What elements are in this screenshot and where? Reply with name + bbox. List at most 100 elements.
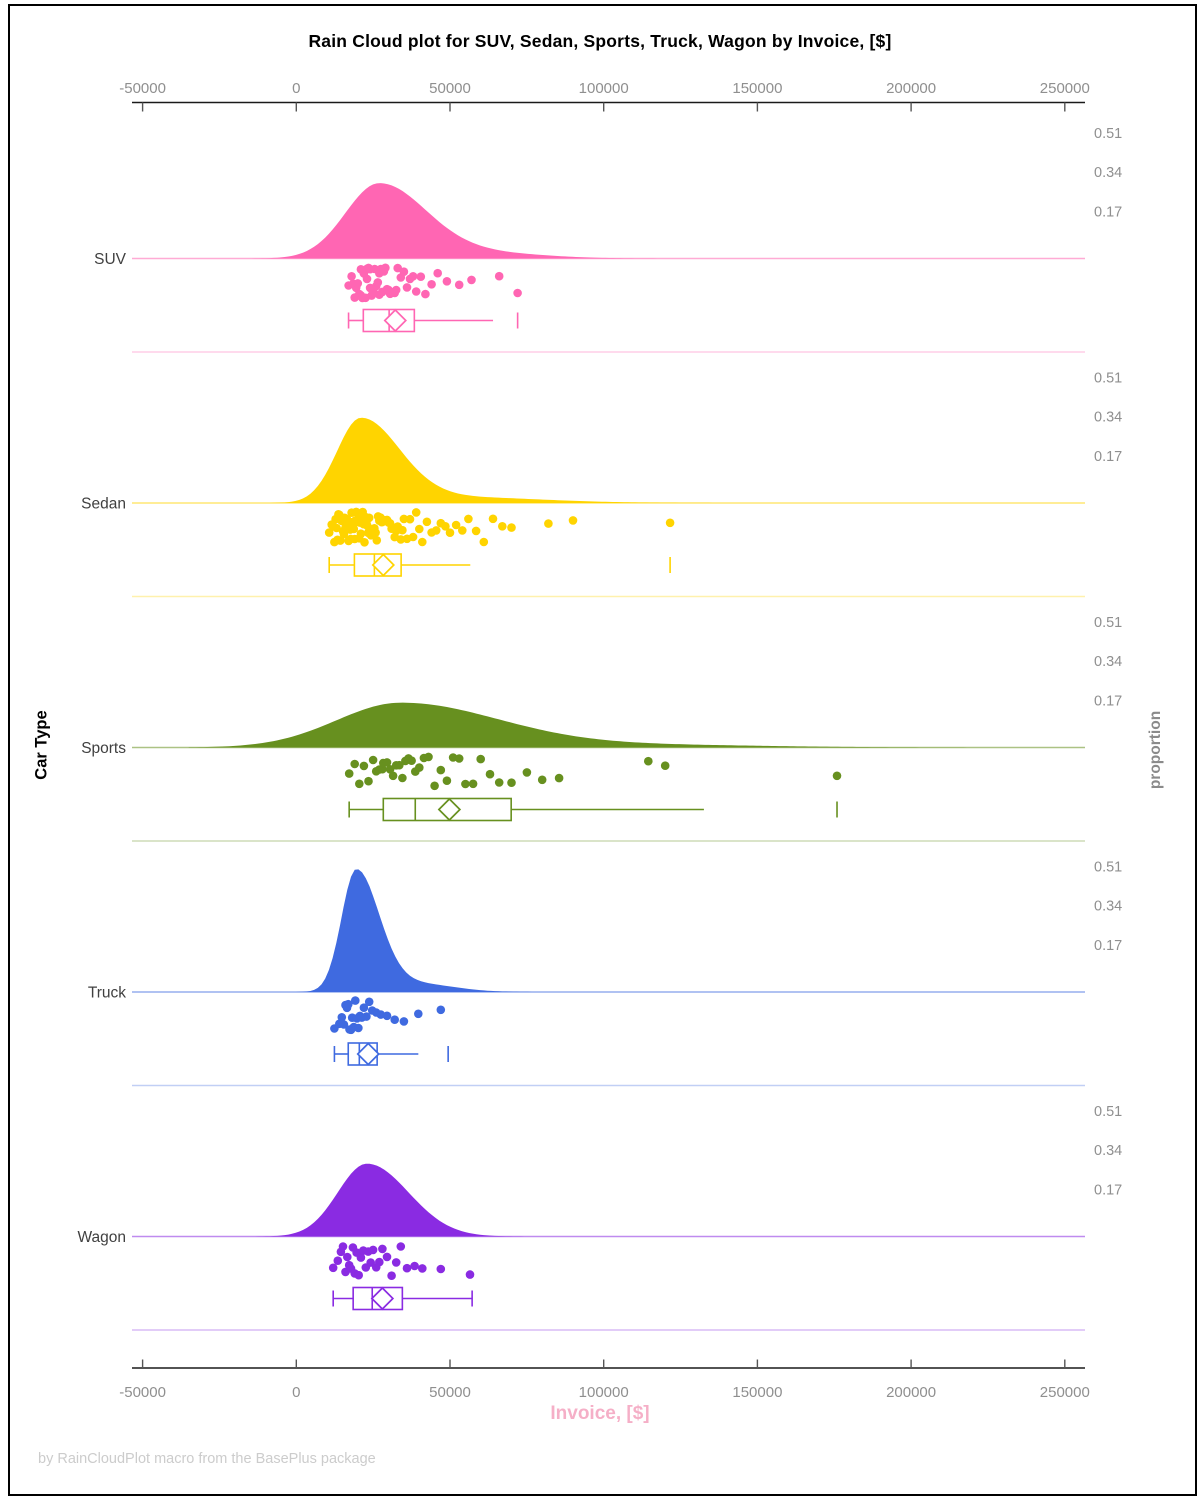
scatter-point — [324, 528, 334, 537]
scatter-point — [336, 536, 345, 545]
scatter-point — [458, 526, 467, 535]
scatter-point — [402, 283, 412, 292]
proportion-tick-label: 0.17 — [1094, 204, 1122, 220]
scatter-point — [339, 1020, 349, 1029]
mean-diamond — [437, 797, 462, 822]
scatter-point — [343, 1252, 352, 1262]
scatter-point — [332, 523, 341, 533]
scatter-point — [471, 526, 481, 536]
scatter-point — [373, 278, 383, 287]
scatter-point — [544, 519, 553, 528]
scatter-point — [344, 999, 353, 1009]
proportion-tick-label: 0.34 — [1094, 899, 1122, 915]
proportion-tick-label: 0.51 — [1094, 370, 1122, 386]
scatter-point — [660, 761, 670, 770]
scatter-point — [360, 538, 369, 547]
scatter-point — [382, 758, 392, 767]
scatter-point — [665, 518, 675, 528]
scatter-point — [391, 285, 401, 295]
scatter-point — [328, 1263, 338, 1273]
x-tick-label: 0 — [292, 80, 300, 97]
scatter-point — [507, 778, 516, 787]
proportion-tick-label: 0.51 — [1094, 859, 1122, 875]
category-label: Truck — [88, 985, 126, 1002]
scatter-point — [393, 263, 403, 273]
scatter-point — [356, 1253, 366, 1262]
scatter-point — [411, 508, 421, 517]
scatter-point — [488, 514, 498, 524]
chart-title: Rain Cloud plot for SUV, Sedan, Sports, … — [308, 31, 892, 51]
scatter-point — [418, 1264, 427, 1273]
scatter-point — [396, 1242, 406, 1251]
scatter-point — [476, 754, 486, 764]
rain-points — [324, 507, 675, 547]
scatter-point — [382, 1011, 392, 1021]
scatter-point — [355, 779, 364, 789]
proportion-tick-label: 0.34 — [1094, 1143, 1122, 1159]
scatter-point — [468, 779, 478, 789]
scatter-point — [436, 765, 446, 775]
rain-points — [328, 1242, 475, 1280]
y-axis-label-car-type: Car Type — [32, 710, 51, 780]
scatter-point — [382, 1252, 392, 1262]
proportion-tick-label: 0.34 — [1094, 410, 1122, 426]
x-tick-label: -50000 — [119, 1384, 166, 1401]
scatter-point — [485, 769, 495, 779]
x-tick-label: 150000 — [732, 80, 782, 97]
scatter-point — [354, 1023, 363, 1033]
x-tick-label: 200000 — [886, 80, 936, 97]
scatter-point — [333, 1256, 343, 1265]
scatter-point — [351, 996, 360, 1005]
scatter-point — [390, 1015, 400, 1024]
scatter-point — [407, 756, 416, 765]
category-label: Sedan — [81, 496, 126, 513]
scatter-point — [441, 522, 450, 531]
boxplot — [332, 1286, 473, 1311]
scatter-point — [396, 535, 406, 544]
rain-points — [330, 996, 446, 1035]
attribution-footer: by RainCloudPlot macro from the BasePlus… — [38, 1451, 376, 1467]
scatter-point — [408, 272, 418, 281]
scatter-point — [461, 779, 470, 789]
scatter-point — [362, 1012, 371, 1021]
proportion-tick-label: 0.34 — [1094, 165, 1122, 181]
scatter-point — [398, 773, 407, 783]
scatter-point — [388, 771, 398, 781]
band-sports: Sports 0.51 0.34 0.17 — [81, 615, 1122, 842]
mean-diamond — [356, 1042, 380, 1066]
x-tick-label: 100000 — [579, 1384, 629, 1401]
scatter-point — [364, 997, 374, 1007]
scatter-point — [416, 272, 426, 282]
scatter-point — [359, 1003, 369, 1012]
scatter-point — [385, 765, 395, 774]
scatter-point — [436, 1264, 446, 1274]
scatter-point — [353, 279, 363, 288]
scatter-point — [424, 752, 433, 762]
scatter-point — [442, 277, 452, 286]
scatter-point — [568, 516, 578, 525]
x-tick-label: 0 — [292, 1384, 300, 1401]
proportion-tick-label: 0.17 — [1094, 938, 1122, 954]
scatter-point — [395, 760, 404, 770]
category-label: SUV — [94, 251, 127, 268]
category-label: Sports — [81, 740, 126, 757]
scatter-point — [537, 775, 547, 785]
scatter-point — [405, 514, 415, 524]
scatter-point — [494, 271, 504, 281]
scatter-point — [371, 528, 380, 537]
scatter-point — [398, 525, 407, 535]
scatter-point — [411, 287, 421, 296]
scatter-point — [442, 776, 452, 785]
scatter-point — [507, 523, 516, 532]
scatter-point — [410, 1261, 419, 1271]
scatter-point — [349, 524, 359, 534]
scatter-point — [347, 272, 356, 281]
top-x-axis: -50000 0 50000 100000 150000 200000 250000 — [119, 80, 1090, 112]
x-tick-label: 50000 — [429, 1384, 471, 1401]
proportion-tick-label: 0.17 — [1094, 449, 1122, 465]
scatter-point — [479, 537, 489, 547]
density-area — [188, 417, 1084, 503]
x-tick-label: 100000 — [579, 80, 629, 97]
x-tick-label: 200000 — [886, 1384, 936, 1401]
